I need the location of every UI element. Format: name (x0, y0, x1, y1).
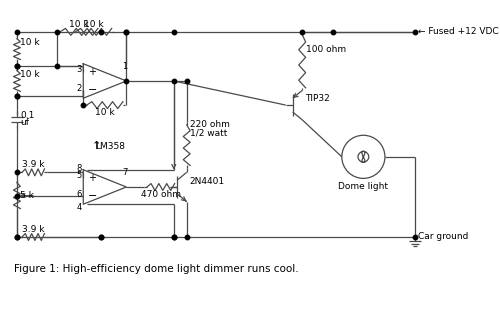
Text: 10 k: 10 k (20, 38, 40, 47)
Text: 7: 7 (122, 168, 128, 177)
Text: TIP32: TIP32 (305, 94, 330, 103)
Text: ↑: ↑ (92, 141, 102, 152)
Text: 100 ohm: 100 ohm (306, 45, 346, 54)
Text: 4: 4 (76, 203, 82, 212)
Text: 220 ohm: 220 ohm (190, 120, 230, 129)
Text: −: − (88, 85, 97, 94)
Text: 6: 6 (76, 190, 82, 199)
Text: 470 ohm: 470 ohm (141, 190, 181, 199)
Text: 8: 8 (76, 164, 82, 173)
Text: LM358: LM358 (96, 142, 126, 151)
Text: uf: uf (20, 118, 30, 127)
Text: +: + (88, 173, 96, 183)
Text: 3: 3 (76, 65, 82, 74)
Text: Car ground: Car ground (418, 232, 468, 242)
Text: 1: 1 (122, 62, 128, 71)
Text: +: + (88, 67, 96, 77)
Text: 2: 2 (76, 84, 82, 93)
Text: 10 k: 10 k (84, 20, 103, 30)
Text: 10 k: 10 k (95, 108, 114, 117)
Text: 2N4401: 2N4401 (190, 177, 224, 186)
Text: 1/2 watt: 1/2 watt (190, 128, 228, 137)
Text: 5 k: 5 k (20, 191, 34, 200)
Text: 3.9 k: 3.9 k (22, 160, 44, 169)
Text: 10 k: 10 k (69, 20, 89, 30)
Text: Dome light: Dome light (338, 182, 388, 192)
Text: −: − (88, 191, 97, 201)
Text: 3.9 k: 3.9 k (22, 225, 44, 234)
Text: 0.1: 0.1 (20, 111, 34, 120)
Text: Figure 1: High-efficiency dome light dimmer runs cool.: Figure 1: High-efficiency dome light dim… (14, 264, 299, 274)
Text: ← Fused +12 VDC: ← Fused +12 VDC (418, 27, 498, 36)
Text: 10 k: 10 k (20, 71, 40, 79)
Text: 5: 5 (76, 171, 82, 180)
